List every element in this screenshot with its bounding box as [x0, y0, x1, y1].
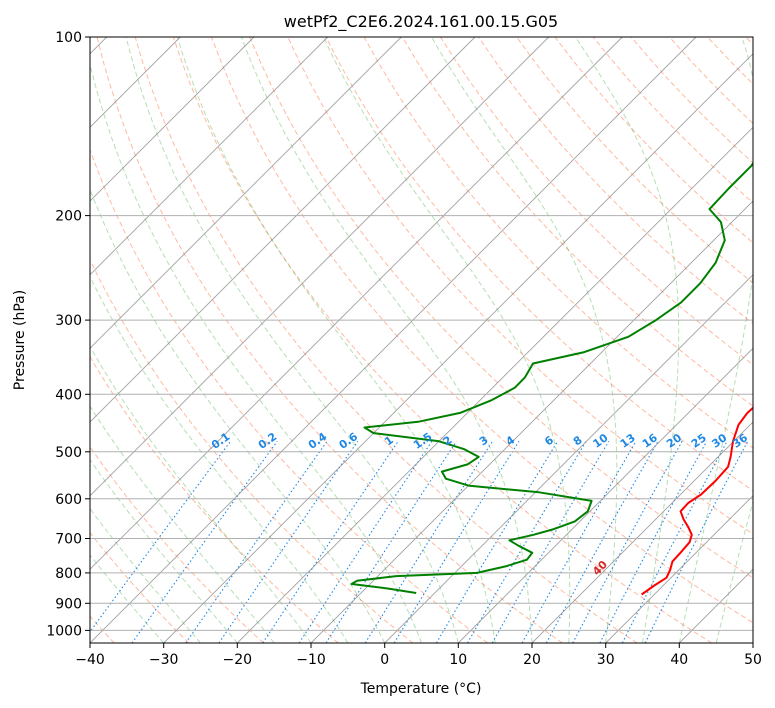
dry-adiabat-line — [401, 37, 753, 407]
isotherm-line — [90, 37, 329, 276]
x-axis-label: Temperature (°C) — [360, 681, 482, 697]
isotherm-line — [310, 200, 753, 643]
x-tick-label: 10 — [449, 652, 467, 668]
dry-adiabat-line — [90, 531, 190, 643]
mixing-ratio-line — [90, 440, 232, 633]
moist-adiabat-line — [90, 62, 422, 643]
profile-line — [641, 406, 753, 596]
mixing-ratio-line — [364, 441, 493, 643]
mixing-ratio-line — [262, 440, 399, 643]
isotherm-line — [90, 37, 476, 423]
y-tick-label: 100 — [55, 30, 82, 46]
profile-lines — [350, 161, 753, 596]
mixing-ratio-line — [435, 441, 559, 643]
isotherm-line — [90, 37, 623, 570]
profile-line — [350, 161, 753, 594]
y-tick-label: 400 — [55, 387, 82, 403]
isotherm-line — [90, 37, 402, 349]
dry-adiabat-line — [90, 445, 264, 643]
moist-adiabat-line — [125, 37, 459, 643]
mixing-ratio-line — [521, 441, 637, 643]
mixing-ratio-line — [545, 441, 659, 643]
mixing-ratio-line — [467, 441, 587, 643]
y-tick-label: 500 — [55, 445, 82, 461]
isotherm-line — [384, 274, 753, 643]
dry-adiabat-line — [516, 37, 753, 284]
mixing-ratio-line — [185, 440, 328, 643]
isotherm-line — [605, 495, 753, 643]
dry-adiabat-line — [439, 37, 753, 366]
y-axis-label: Pressure (hPa) — [12, 290, 28, 390]
dry-adiabat-line — [90, 355, 339, 643]
x-tick-label: −30 — [149, 652, 179, 668]
x-tick-label: 0 — [380, 652, 389, 668]
mixing-ratio-line — [325, 440, 457, 643]
moist-adiabat-line — [90, 275, 349, 643]
dry-adiabat-line — [325, 37, 753, 492]
x-tick-label: −10 — [296, 652, 326, 668]
moist-adiabat-line — [678, 37, 753, 643]
dry-adiabat-line — [249, 37, 753, 579]
mixing-ratio-line — [131, 440, 278, 643]
moist-adiabat-line — [431, 37, 618, 643]
mixing-ratio-line — [218, 440, 359, 643]
y-tick-label: 1000 — [46, 623, 82, 639]
moist-adiabat-line — [575, 37, 680, 643]
y-tick-label: 200 — [55, 209, 82, 225]
moist-adiabat-line — [90, 458, 238, 643]
y-tick-label: 800 — [55, 566, 82, 582]
isotherm-line — [531, 421, 753, 643]
chart-title: wetPf2_C2E6.2024.161.00.15.G05 — [284, 12, 558, 32]
isotherm-line — [236, 126, 753, 643]
isotherm-line — [457, 347, 753, 643]
moist-adiabat-line — [176, 37, 496, 643]
moist-adiabat-line — [323, 37, 571, 643]
isotherm-line — [90, 37, 255, 202]
y-tick-label: 300 — [55, 313, 82, 329]
y-tick-label: 700 — [55, 532, 82, 548]
x-tick-label: −40 — [75, 652, 105, 668]
moist-adiabat-line — [715, 499, 753, 643]
x-tick-label: 50 — [744, 652, 762, 668]
x-tick-label: 40 — [670, 652, 688, 668]
moist-adiabat-line — [90, 405, 275, 643]
moist-adiabat-line — [240, 37, 533, 643]
isotherm-line — [90, 37, 697, 643]
background-lines — [90, 37, 753, 643]
x-tick-label: −20 — [223, 652, 253, 668]
mixing-ratio-line — [298, 440, 433, 643]
plot-frame — [89, 36, 754, 644]
axis-ticks: −40 −30 −20 −10 0 10 20 30 40 50 100 200 300 400 500 60… — [46, 30, 762, 668]
mixing-ratio-line — [491, 441, 610, 643]
x-tick-label: 20 — [523, 652, 541, 668]
moist-adiabat-line — [90, 188, 386, 643]
dry-adiabat-line — [134, 37, 638, 643]
y-tick-label: 600 — [55, 492, 82, 508]
isotherm-line — [163, 53, 753, 643]
mixing-ratio-line — [572, 441, 683, 643]
dry-adiabat-line — [211, 37, 753, 624]
dry-adiabat-line — [96, 37, 563, 643]
y-tick-label: 900 — [55, 596, 82, 612]
isotherm-line — [90, 37, 550, 497]
dry-adiabat-line — [90, 148, 488, 643]
x-tick-label: 30 — [597, 652, 615, 668]
